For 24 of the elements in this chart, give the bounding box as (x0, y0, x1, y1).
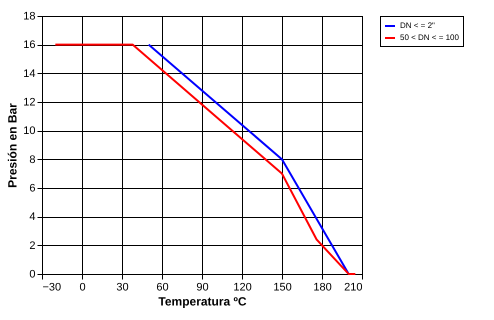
y-axis-title: Presión en Bar (5, 102, 20, 188)
legend-label: 50 < DN < = 100 (400, 33, 460, 42)
y-tick-label: 4 (29, 211, 36, 224)
x-tick-label: 90 (196, 282, 209, 294)
x-tick-label: 60 (156, 282, 169, 294)
line-series (54, 44, 356, 275)
y-tick-label: 0 (29, 268, 36, 280)
x-axis-title: Temperatura ºC (158, 294, 247, 308)
x-tick-label: 0 (79, 282, 86, 294)
x-tick-label: 180 (313, 282, 332, 294)
x-tick-label: 30 (116, 282, 129, 294)
y-tick-label: 2 (29, 240, 36, 252)
x-tick-label: 150 (273, 282, 292, 294)
y-tick-label: 14 (23, 68, 36, 80)
x-tick-label: 120 (233, 282, 252, 294)
y-tick-label: 10 (23, 125, 36, 138)
legend-label: DN < = 2" (400, 21, 436, 30)
y-tick-label: 12 (23, 96, 36, 108)
y-tick-label: 16 (23, 39, 36, 52)
y-tick-label: 18 (23, 10, 36, 22)
x-tick-label: −30 (42, 282, 62, 294)
x-tick-label: 210 (344, 282, 362, 294)
y-tick-label: 6 (29, 182, 36, 194)
y-tick-label: 8 (29, 154, 36, 166)
